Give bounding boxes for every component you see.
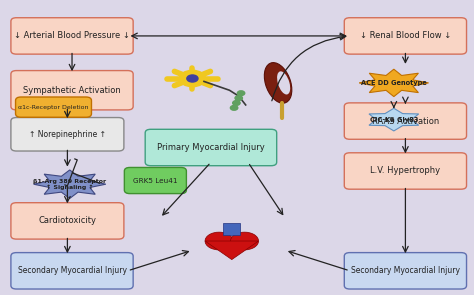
- Text: Secondary Myocardial Injury: Secondary Myocardial Injury: [351, 266, 460, 275]
- FancyBboxPatch shape: [11, 18, 133, 54]
- Polygon shape: [369, 108, 419, 131]
- Circle shape: [180, 70, 205, 87]
- FancyBboxPatch shape: [344, 153, 466, 189]
- FancyBboxPatch shape: [11, 117, 124, 151]
- Circle shape: [235, 96, 242, 100]
- Circle shape: [233, 101, 240, 105]
- Text: Cardiotoxicity: Cardiotoxicity: [38, 217, 96, 225]
- Circle shape: [205, 232, 233, 250]
- FancyBboxPatch shape: [344, 103, 466, 139]
- Text: β1-Arg 389 Receptor
↑ Signaling ↑: β1-Arg 389 Receptor ↑ Signaling ↑: [33, 178, 106, 190]
- FancyBboxPatch shape: [124, 168, 186, 194]
- Bar: [223, 223, 240, 235]
- FancyBboxPatch shape: [145, 129, 277, 166]
- FancyBboxPatch shape: [16, 97, 91, 117]
- FancyBboxPatch shape: [11, 253, 133, 289]
- Ellipse shape: [264, 63, 292, 103]
- Polygon shape: [34, 170, 106, 199]
- Polygon shape: [359, 69, 428, 96]
- Text: α1c-Receptor Deletion: α1c-Receptor Deletion: [18, 105, 89, 110]
- Text: GRK5 Leu41: GRK5 Leu41: [133, 178, 178, 183]
- Text: ↓ Renal Blood Flow ↓: ↓ Renal Blood Flow ↓: [360, 32, 451, 40]
- Polygon shape: [205, 241, 258, 260]
- Text: ↓ Arterial Blood Pressure ↓: ↓ Arterial Blood Pressure ↓: [14, 32, 130, 40]
- Circle shape: [237, 91, 245, 96]
- FancyBboxPatch shape: [11, 71, 133, 110]
- Circle shape: [187, 75, 198, 82]
- Text: CIC-Ka Gly83: CIC-Ka Gly83: [370, 117, 418, 123]
- Circle shape: [230, 232, 258, 250]
- FancyBboxPatch shape: [344, 253, 466, 289]
- Text: ACE DD Genotype: ACE DD Genotype: [361, 80, 427, 86]
- Text: RAAS Activation: RAAS Activation: [372, 117, 439, 126]
- Text: Sympathetic Activation: Sympathetic Activation: [23, 86, 121, 95]
- Text: ↑ Norepinephrine ↑: ↑ Norepinephrine ↑: [29, 130, 106, 139]
- Ellipse shape: [277, 71, 290, 94]
- FancyBboxPatch shape: [11, 203, 124, 239]
- Text: L.V. Hypertrophy: L.V. Hypertrophy: [370, 166, 440, 176]
- Text: Primary Myocardial Injury: Primary Myocardial Injury: [157, 143, 265, 152]
- FancyBboxPatch shape: [344, 18, 466, 54]
- Circle shape: [230, 106, 238, 110]
- Text: Secondary Myocardial Injury: Secondary Myocardial Injury: [18, 266, 127, 275]
